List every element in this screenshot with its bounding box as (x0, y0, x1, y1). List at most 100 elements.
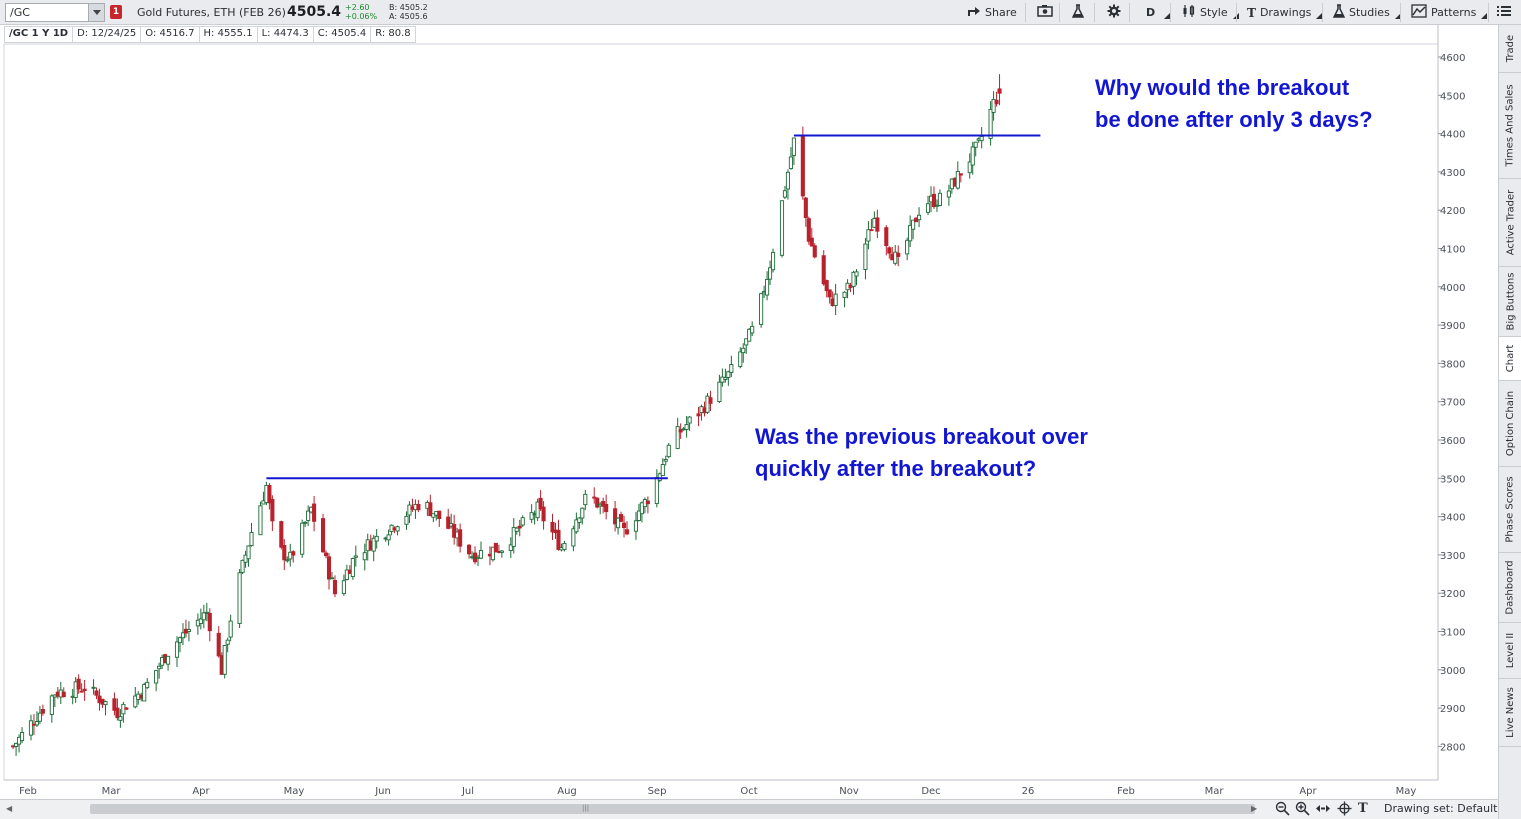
candle-up (520, 515, 525, 527)
flask-button[interactable] (1069, 3, 1087, 22)
candle-up (705, 393, 710, 414)
candle-body (577, 517, 582, 523)
toolbar-divider (1488, 3, 1489, 22)
candle-up (362, 543, 367, 571)
side-tab-label: Big Buttons (1505, 272, 1516, 331)
side-tab-big-buttons[interactable]: Big Buttons (1499, 267, 1521, 337)
candle-body (657, 473, 662, 481)
candle-down (809, 227, 814, 247)
candle-up (863, 237, 868, 280)
scroll-thumb[interactable] (90, 804, 1255, 814)
side-tab-phase-scores[interactable]: Phase Scores (1499, 467, 1521, 553)
side-tab-live-news[interactable]: Live News (1499, 679, 1521, 747)
settings-button[interactable] (1104, 3, 1124, 22)
candle-up (687, 416, 692, 431)
patterns-icon (1411, 4, 1427, 21)
candle-down (601, 497, 606, 514)
studies-button[interactable]: Studies (1330, 3, 1401, 22)
dropdown-corner-icon (1232, 13, 1239, 19)
candle-body (326, 556, 332, 580)
zoom-out-icon[interactable] (1275, 801, 1290, 819)
candle-down (40, 704, 45, 716)
candle-body (562, 542, 567, 551)
candle-down (270, 495, 275, 532)
candle-body (374, 535, 379, 542)
text-tool-icon[interactable]: T (1358, 801, 1368, 816)
symbol-input[interactable]: /GC (5, 3, 105, 22)
price-chart[interactable]: 2800 2900 3000 3100 3200 3300 3400 3500 3600 3700… (0, 25, 1498, 799)
candle-down (556, 519, 561, 551)
candle-up (499, 550, 504, 558)
candle-body (115, 707, 120, 719)
link-group-badge[interactable]: 1 (110, 5, 122, 19)
candle-body (508, 544, 513, 551)
screenshot-button[interactable] (1034, 3, 1056, 22)
time-tick-label: Nov (839, 786, 859, 797)
candle-body (285, 559, 290, 562)
candle-body (437, 510, 442, 520)
time-tick-label: Sep (648, 786, 667, 797)
candle-body (621, 522, 627, 528)
price-axis-background (1438, 25, 1498, 780)
patterns-button[interactable]: Patterns (1408, 3, 1488, 22)
symbol-text: /GC (10, 6, 30, 19)
horizontal-scrollbar[interactable]: ◀ ||| ▶ (6, 803, 1260, 815)
candle-down (884, 225, 889, 256)
style-button[interactable]: Style (1179, 3, 1239, 22)
candle-down (896, 245, 901, 267)
candle-up (768, 260, 773, 285)
candle-down (613, 500, 618, 532)
scroll-left-arrow-icon[interactable]: ◀ (6, 804, 13, 813)
time-tick-label: Oct (740, 786, 757, 797)
aggregation-selector[interactable]: D (1143, 3, 1171, 22)
candle-up (988, 101, 993, 146)
candle-body (529, 512, 534, 520)
candle-up (765, 271, 770, 301)
time-tick-label: May (284, 786, 305, 797)
candle-up (738, 347, 743, 369)
side-tab-label: Live News (1505, 687, 1516, 738)
drawings-button[interactable]: T Drawings (1244, 3, 1323, 22)
pan-icon[interactable] (1315, 801, 1331, 819)
scroll-right-arrow-icon[interactable]: ▶ (1251, 804, 1258, 813)
price-tick-label: 3800 (1440, 359, 1465, 370)
candle-up (49, 694, 54, 723)
candle-body (979, 136, 984, 142)
candle-up (404, 511, 409, 530)
annotation-middle: Was the previous breakout over quickly a… (755, 424, 1088, 481)
candle-body (854, 271, 859, 277)
candle-body (824, 280, 829, 292)
candle-up (371, 535, 376, 562)
zoom-in-icon[interactable] (1295, 801, 1310, 819)
toolbar-divider (1129, 3, 1130, 22)
side-tab-level-ii[interactable]: Level II (1499, 623, 1521, 679)
candle-body (654, 477, 659, 505)
candle-down (827, 289, 832, 304)
share-button[interactable]: Share (964, 3, 1020, 22)
side-tab-active-trader[interactable]: Active Trader (1499, 179, 1521, 267)
candle-body (341, 580, 346, 595)
candle-body (675, 426, 680, 449)
candle-up (726, 370, 731, 386)
side-tab-trade[interactable]: Trade (1499, 25, 1521, 73)
candle-up (791, 137, 796, 166)
side-tab-option-chain[interactable]: Option Chain (1499, 381, 1521, 467)
candle-body (198, 618, 203, 624)
candle-body (604, 503, 609, 513)
side-tab-label: Phase Scores (1505, 476, 1517, 543)
drawing-set-label[interactable]: Drawing set: Default (1384, 802, 1498, 815)
side-tab-times-and-sales[interactable]: Times And Sales (1499, 73, 1521, 179)
drawings-label: Drawings (1259, 6, 1312, 19)
side-tab-dashboard[interactable]: Dashboard (1499, 553, 1521, 623)
crosshair-icon[interactable] (1337, 801, 1352, 819)
candle-body (550, 522, 555, 533)
candle-body (186, 629, 191, 632)
candle-body (279, 521, 284, 548)
side-tab-chart[interactable]: Chart (1499, 337, 1521, 381)
side-tab-label: Chart (1505, 344, 1517, 373)
price-tick-label: 4300 (1440, 168, 1465, 179)
candle-up (228, 614, 233, 642)
symbol-dropdown-icon[interactable] (88, 4, 104, 21)
candle-up (660, 458, 665, 477)
menu-button[interactable] (1494, 3, 1514, 22)
